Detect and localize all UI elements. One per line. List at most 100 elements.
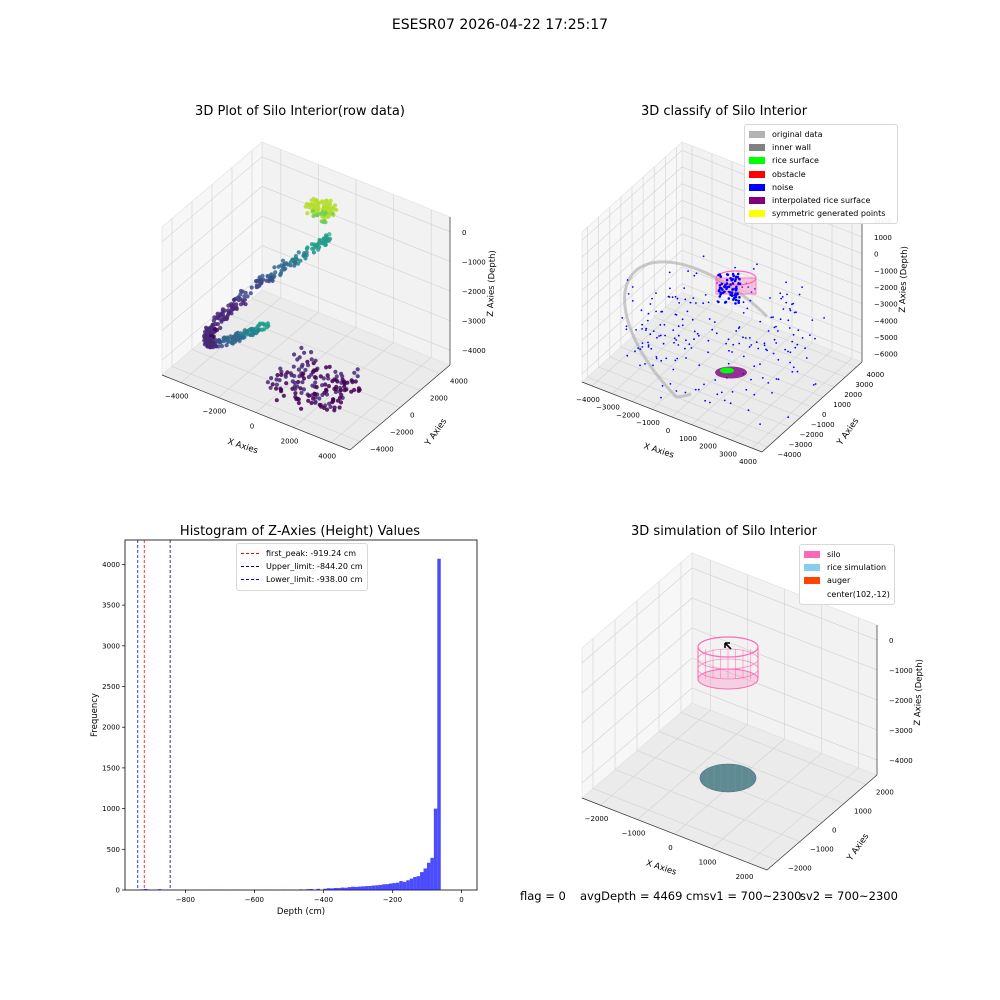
classify-noise-point — [738, 326, 741, 328]
raw-data-point — [301, 387, 306, 392]
classify-obstacle-point — [734, 298, 738, 302]
histogram-bar — [344, 887, 348, 890]
classify-obstacle-point — [727, 285, 731, 289]
classify-noise-point — [742, 301, 745, 304]
raw-data-point — [283, 374, 288, 379]
histogram-y-tick-label: 1500 — [102, 764, 120, 772]
classify-obstacle-point — [730, 278, 733, 282]
raw-data-point — [255, 284, 260, 289]
raw-data-point — [338, 388, 344, 393]
raw-data-point — [324, 387, 329, 392]
classify-legend-item: interpolated rice surface — [749, 194, 891, 207]
simulation-x-tick-label: −1000 — [622, 830, 646, 838]
raw-data-point — [219, 344, 224, 349]
raw-data-point — [208, 325, 213, 330]
classify-noise-point — [656, 336, 658, 339]
classify-legend-swatch — [749, 183, 765, 191]
classify-x-tick-label: 0 — [666, 427, 670, 435]
raw-data-point — [317, 402, 322, 407]
histogram-plot-area — [124, 539, 478, 891]
classify-x-tick-label: 4000 — [739, 458, 757, 466]
raw-data-point — [280, 265, 286, 270]
raw-data-point — [299, 390, 304, 395]
classify-obstacle-point — [723, 285, 726, 288]
histogram-bar — [389, 883, 393, 890]
classify-obstacle-point — [724, 300, 728, 304]
classify-noise-point — [804, 347, 806, 350]
classify-y-tick-label: −4000 — [778, 451, 802, 459]
classify-z-tick-label: −2000 — [874, 284, 898, 292]
classify-noise-point — [728, 349, 730, 352]
raw-data-point — [260, 321, 265, 326]
raw-data-point — [331, 207, 336, 212]
classify-legend-item: rice surface — [749, 154, 891, 167]
classify-z-tick-label: −3000 — [874, 301, 898, 309]
raw-data-point — [293, 391, 298, 396]
classify-noise-point — [644, 363, 646, 365]
classify-grid-z — [581, 216, 863, 308]
classify-y-tick-label: −3000 — [789, 441, 813, 449]
classify-obstacle-point — [720, 282, 724, 286]
classify-noise-point — [709, 401, 711, 404]
raw-grid-x — [331, 209, 432, 443]
classify-z-axis-label: Z Axies (Depth) — [898, 246, 910, 313]
classify-legend-label: rice surface — [772, 156, 819, 166]
classify-grid-z — [581, 266, 863, 358]
classify-noise-point — [772, 316, 774, 319]
classify-noise-point — [645, 329, 647, 331]
histogram-bar — [437, 558, 441, 890]
classify-noise-point — [631, 286, 634, 288]
histogram-bar — [378, 884, 383, 890]
classify-obstacle-point — [717, 288, 721, 292]
simulation-legend-swatch — [804, 551, 820, 559]
classify-noise-point — [749, 299, 752, 302]
panel-title-simulation: 3D simulation of Silo Interior — [631, 524, 817, 539]
classify-noise-point — [773, 326, 776, 329]
classify-obstacle-point — [736, 292, 739, 295]
classify-noise-point — [641, 346, 644, 348]
classify-noise-point — [695, 302, 697, 304]
raw-data-point — [324, 235, 329, 240]
simulation-y-axis-label: Y Axies — [845, 831, 872, 863]
classify-y-tick-label: 4000 — [866, 371, 884, 379]
classify-noise-point — [779, 318, 782, 321]
raw-data-point — [330, 379, 335, 384]
simulation-grid-y — [636, 600, 823, 823]
histogram-bar — [416, 876, 421, 890]
classify-x-tick-label: −1000 — [636, 419, 660, 427]
histogram-legend-label: Lower_limit: -938.00 cm — [266, 575, 363, 585]
classify-noise-point — [823, 317, 825, 319]
raw-data-point — [304, 250, 309, 255]
classify-grid-y — [587, 227, 768, 448]
classify-grid-y — [631, 187, 813, 408]
classify-noise-point — [696, 332, 699, 335]
raw-data-point — [221, 336, 226, 341]
classify-y-tick-label: 1000 — [833, 401, 851, 409]
raw-data-point — [269, 275, 274, 281]
simulation-grid-z — [581, 627, 878, 724]
simulation-silo-bottom — [697, 668, 759, 690]
classify-noise-point — [745, 388, 748, 391]
raw-data-point — [306, 374, 311, 380]
simulation-legend-item: rice simulation — [804, 561, 888, 574]
raw-y-axis-label: Y Axies — [423, 416, 450, 448]
raw-data-point — [231, 297, 237, 302]
simulation-y-tick-label: −2000 — [788, 865, 812, 873]
classify-inner-wall — [623, 260, 769, 399]
raw-data-point — [220, 307, 225, 312]
classify-noise-point — [707, 301, 710, 304]
classify-y-tick-label: 2000 — [844, 391, 862, 399]
classify-obstacle-point — [726, 273, 730, 277]
raw-data-point — [214, 344, 219, 349]
classify-noise-point — [698, 364, 701, 366]
classify-noise-point — [777, 330, 779, 332]
classify-noise-point — [646, 319, 649, 322]
raw-data-point — [270, 382, 275, 387]
raw-grid-z — [161, 245, 451, 331]
classify-noise-point — [690, 347, 693, 349]
raw-data-point — [244, 329, 249, 334]
simulation-z-tick-label: 0 — [889, 637, 893, 645]
classify-x-tick-label: 2000 — [699, 443, 717, 451]
raw-data-point — [255, 278, 260, 283]
histogram-y-tick-label: 2500 — [102, 683, 120, 691]
